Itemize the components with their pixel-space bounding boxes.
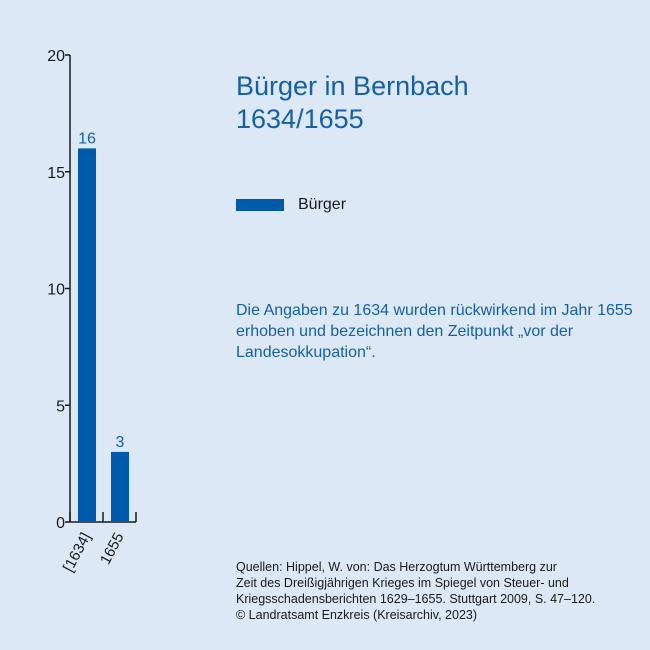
y-tick-label-0: 0 (56, 515, 65, 532)
chart-title-line2: 1634/1655 (236, 104, 364, 134)
chart-title-line1: Bürger in Bernbach (236, 71, 469, 101)
bar-1 (111, 451, 129, 522)
sources-line-1: Quellen: Hippel, W. von: Das Herzogtum W… (236, 560, 557, 574)
legend-swatch (236, 199, 284, 211)
x-tick-label-0: [1634] (60, 530, 95, 575)
x-tick-label-1: 1655 (97, 530, 128, 567)
data-label-1: 3 (116, 434, 125, 451)
sources-line-2: Zeit des Dreißigjährigen Krieges im Spie… (236, 576, 569, 590)
y-tick-label-10: 10 (47, 282, 65, 299)
chart-title: Bürger in Bernbach 1634/1655 (236, 70, 469, 136)
y-tick-label-5: 5 (56, 398, 65, 415)
sources-line-3: Kriegsschadensberichten 1629–1655. Stutt… (236, 592, 596, 606)
legend-label: Bürger (298, 196, 347, 213)
data-label-0: 16 (78, 130, 96, 147)
y-tick-label-20: 20 (47, 48, 65, 65)
y-tick-label-15: 15 (47, 165, 65, 182)
sources-block: Quellen: Hippel, W. von: Das Herzogtum W… (236, 559, 646, 623)
bar-0 (78, 148, 96, 522)
legend: Bürger (236, 196, 346, 214)
chart-note: Die Angaben zu 1634 wurden rückwirkend i… (236, 302, 633, 361)
copyright-line: © Landratsamt Enzkreis (Kreisarchiv, 202… (236, 608, 478, 622)
